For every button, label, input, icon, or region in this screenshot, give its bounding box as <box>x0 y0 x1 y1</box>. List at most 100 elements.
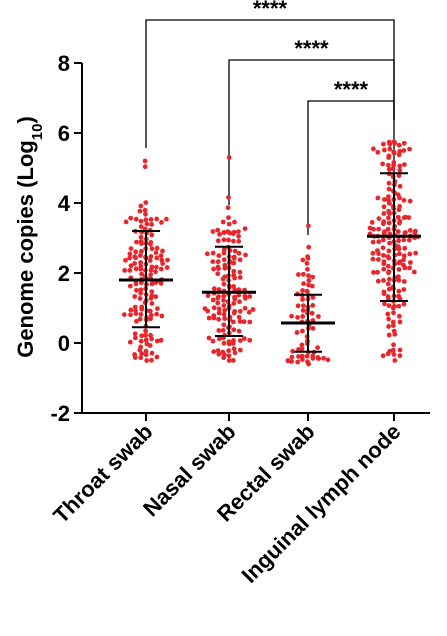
data-point <box>143 217 149 223</box>
data-point <box>401 197 407 203</box>
data-point <box>300 297 305 302</box>
data-point <box>215 295 221 301</box>
data-point <box>401 301 407 307</box>
data-point <box>133 255 139 261</box>
data-point <box>237 308 243 314</box>
data-point <box>396 152 402 158</box>
data-point <box>397 347 403 353</box>
data-point <box>204 251 210 257</box>
data-point <box>387 348 393 354</box>
data-point <box>246 309 252 315</box>
data-point <box>160 261 166 266</box>
data-point <box>397 319 403 325</box>
data-point <box>386 220 392 226</box>
data-point <box>231 301 237 306</box>
data-point <box>137 208 143 214</box>
data-point <box>138 263 144 269</box>
data-point <box>247 319 253 325</box>
data-point <box>310 274 316 280</box>
data-point <box>216 266 221 272</box>
data-point <box>138 338 144 344</box>
data-point <box>386 270 391 276</box>
data-point <box>230 319 236 325</box>
data-point <box>134 318 139 324</box>
data-point <box>147 258 153 263</box>
data-point <box>132 304 138 310</box>
data-point <box>154 216 160 222</box>
significance-brackets: ************ <box>145 0 395 240</box>
data-point <box>407 265 412 271</box>
data-point <box>220 349 226 355</box>
data-point <box>376 251 381 257</box>
data-point <box>205 293 211 299</box>
data-point <box>149 357 154 363</box>
data-point <box>211 305 217 311</box>
data-point <box>210 297 216 303</box>
data-point <box>386 162 391 168</box>
data-point <box>411 269 417 275</box>
data-point <box>148 254 154 259</box>
data-point <box>381 261 387 267</box>
data-point <box>237 269 243 275</box>
data-point <box>231 310 237 316</box>
data-point <box>305 266 310 272</box>
data-point <box>148 267 154 273</box>
data-point <box>202 306 208 311</box>
data-point <box>381 211 387 216</box>
data-point <box>216 310 222 316</box>
data-point <box>164 265 170 270</box>
data-point <box>154 354 160 360</box>
data-point <box>401 257 406 263</box>
data-point <box>376 226 381 232</box>
data-point <box>381 204 387 210</box>
data-point <box>133 308 138 314</box>
data-point <box>237 347 243 353</box>
data-point <box>391 323 396 328</box>
data-point <box>371 146 376 152</box>
data-point <box>236 229 241 235</box>
data-point <box>206 335 212 341</box>
data-point <box>380 353 386 359</box>
data-point <box>220 328 226 333</box>
data-point <box>301 271 306 277</box>
data-point <box>226 155 232 160</box>
data-point <box>132 331 138 337</box>
data-point <box>216 253 222 259</box>
data-point <box>396 267 402 272</box>
data-point <box>321 355 326 361</box>
data-point <box>309 283 315 289</box>
data-point <box>148 272 154 277</box>
data-point <box>149 246 155 252</box>
data-point <box>153 294 159 300</box>
data-point <box>386 303 392 308</box>
data-point <box>375 269 380 275</box>
data-point <box>385 254 391 259</box>
data-point <box>127 255 132 261</box>
data-point <box>127 268 133 273</box>
data-point <box>138 287 144 293</box>
data-point <box>300 288 305 293</box>
data-point <box>385 263 391 269</box>
data-point <box>232 248 238 254</box>
data-point <box>143 348 149 354</box>
data-point <box>139 306 145 312</box>
data-point <box>391 160 397 165</box>
data-point <box>301 303 306 309</box>
data-point <box>216 306 222 312</box>
data-point <box>396 244 401 250</box>
data-point <box>230 358 236 363</box>
data-point <box>243 252 248 258</box>
data-point <box>210 259 216 264</box>
data-point <box>241 336 247 341</box>
data-point <box>397 251 402 257</box>
data-point <box>294 330 300 335</box>
data-point <box>407 198 413 204</box>
data-point <box>305 255 311 261</box>
data-point <box>236 314 242 320</box>
data-point <box>143 332 149 338</box>
data-point <box>386 324 391 329</box>
data-point <box>237 257 243 263</box>
data-point <box>390 319 396 325</box>
data-point <box>304 261 310 266</box>
data-point <box>396 238 401 244</box>
